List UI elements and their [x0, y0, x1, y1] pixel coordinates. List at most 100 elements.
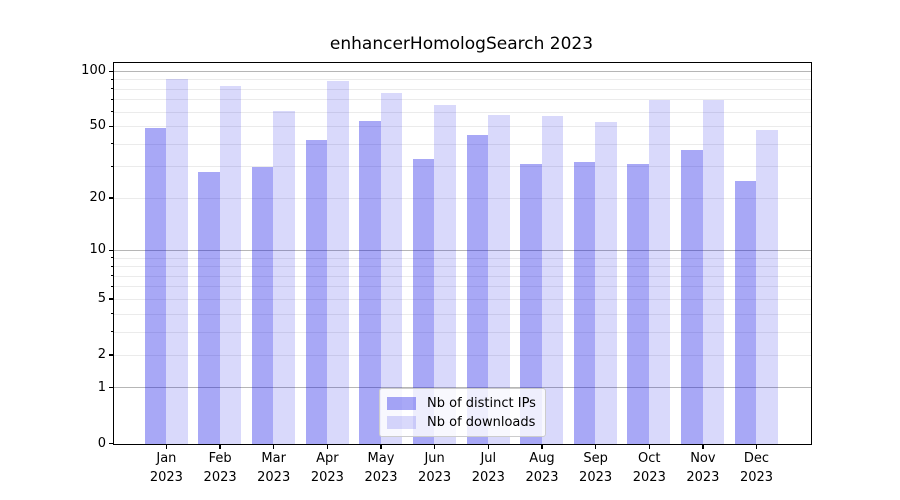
bar-downloads-jul: [488, 114, 510, 444]
y-minor-tick-mark: [111, 286, 114, 288]
y-tick-label: 20: [89, 189, 106, 205]
x-tick-mark: [434, 445, 436, 449]
bar-ips-mar: [251, 166, 274, 444]
legend-label-distinct-ips: Nb of distinct IPs: [427, 396, 536, 411]
y-tick-mark: [109, 443, 113, 445]
bar-downloads-mar: [273, 110, 295, 444]
y-tick-mark: [109, 249, 113, 251]
x-tick-label-nov: Nov 2023: [686, 451, 720, 485]
y-minor-tick-mark: [111, 111, 114, 113]
gridline-minor: [114, 286, 811, 288]
x-tick-mark: [541, 445, 543, 449]
bar-ips-sep: [573, 161, 596, 444]
bar-ips-aug: [520, 164, 542, 444]
x-tick-label-apr: Apr 2023: [310, 451, 344, 485]
legend-swatch-distinct-ips-icon: [387, 397, 416, 410]
legend: Nb of distinct IPs Nb of downloads: [379, 388, 546, 437]
bar-downloads-apr: [327, 80, 349, 444]
x-tick-label-jun: Jun 2023: [418, 451, 452, 485]
x-tick-mark: [380, 445, 382, 449]
gridline-minor: [114, 99, 811, 101]
y-tick-label: 50: [89, 118, 106, 134]
x-tick-label-oct: Oct 2023: [632, 451, 666, 485]
bar-ips-apr: [305, 140, 327, 444]
bar-ips-feb: [198, 172, 220, 444]
gridline-minor: [114, 331, 811, 333]
y-minor-tick-mark: [111, 143, 114, 145]
y-minor-tick-mark: [111, 257, 114, 259]
x-tick-mark: [165, 445, 168, 449]
y-tick-label: 1: [97, 379, 106, 395]
bar-downloads-oct: [648, 99, 671, 444]
y-minor-tick-mark: [111, 79, 114, 80]
y-minor-tick-mark: [111, 265, 114, 267]
legend-item-downloads: Nb of downloads: [387, 414, 537, 431]
x-tick-label-sep: Sep 2023: [579, 451, 613, 485]
x-tick-mark: [326, 445, 328, 449]
bar-ips-oct: [627, 164, 649, 444]
x-tick-mark: [219, 445, 221, 449]
y-tick-label: 2: [97, 347, 106, 362]
x-tick-mark: [595, 445, 597, 449]
legend-item-distinct-ips: Nb of distinct IPs: [387, 395, 537, 412]
x-tick-mark: [755, 445, 758, 449]
x-tick-mark: [702, 445, 704, 449]
gridline-minor: [114, 275, 811, 277]
y-tick-mark: [109, 354, 113, 356]
y-tick-mark: [109, 298, 113, 300]
bar-ips-may: [359, 120, 381, 444]
x-tick-mark: [648, 445, 650, 449]
bar-ips-nov: [681, 150, 703, 444]
bar-ips-jan: [144, 128, 167, 444]
gridline-minor: [114, 266, 811, 267]
bar-downloads-jan: [166, 79, 188, 444]
x-tick-label-aug: Aug 2023: [525, 451, 559, 485]
y-tick-label: 0: [97, 435, 106, 451]
gridline-minor: [114, 257, 811, 259]
gridline-minor: [114, 126, 811, 127]
y-tick-mark: [109, 387, 113, 389]
y-minor-tick-mark: [111, 88, 114, 90]
plot-area: [113, 62, 812, 445]
x-tick-label-feb: Feb 2023: [203, 451, 237, 485]
bar-downloads-sep: [595, 122, 617, 444]
bar-ips-jun: [412, 159, 435, 444]
chart-title: enhancerHomologSearch 2023: [329, 34, 594, 54]
gridline-minor: [114, 298, 811, 300]
bar-ips-dec: [734, 181, 757, 444]
gridline-major: [114, 249, 811, 251]
gridline-minor: [114, 197, 811, 199]
y-tick-label: 10: [89, 242, 106, 258]
y-minor-tick-mark: [111, 331, 114, 333]
x-tick-label-jan: Jan 2023: [149, 451, 183, 485]
bar-downloads-jun: [434, 104, 456, 444]
legend-swatch-downloads-icon: [387, 416, 416, 429]
y-tick-mark: [109, 70, 113, 72]
gridline-minor: [114, 313, 811, 315]
legend-label-downloads: Nb of downloads: [427, 415, 536, 430]
gridline-minor: [114, 111, 811, 113]
gridline-minor: [114, 88, 811, 90]
bar-downloads-may: [380, 93, 403, 444]
bar-downloads-dec: [756, 129, 778, 444]
x-tick-label-dec: Dec 2023: [739, 451, 774, 485]
x-tick-label-mar: Mar 2023: [257, 451, 291, 485]
y-tick-mark: [109, 197, 113, 199]
y-tick-label: 100: [81, 63, 106, 79]
bar-downloads-nov: [702, 99, 725, 444]
gridline-major: [114, 387, 811, 389]
gridline-minor: [114, 166, 811, 168]
bar-downloads-feb: [219, 86, 242, 444]
y-minor-tick-mark: [111, 99, 114, 101]
y-minor-tick-mark: [111, 166, 114, 167]
x-tick-label-jul: Jul 2023: [471, 451, 505, 485]
y-tick-mark: [109, 125, 113, 127]
gridline-minor: [114, 354, 811, 356]
bar-ips-jul: [466, 134, 488, 444]
gridline-minor: [114, 79, 811, 81]
y-minor-tick-mark: [111, 275, 114, 277]
y-minor-tick-mark: [111, 313, 114, 315]
bar-downloads-aug: [541, 116, 564, 444]
x-tick-mark: [487, 445, 489, 449]
